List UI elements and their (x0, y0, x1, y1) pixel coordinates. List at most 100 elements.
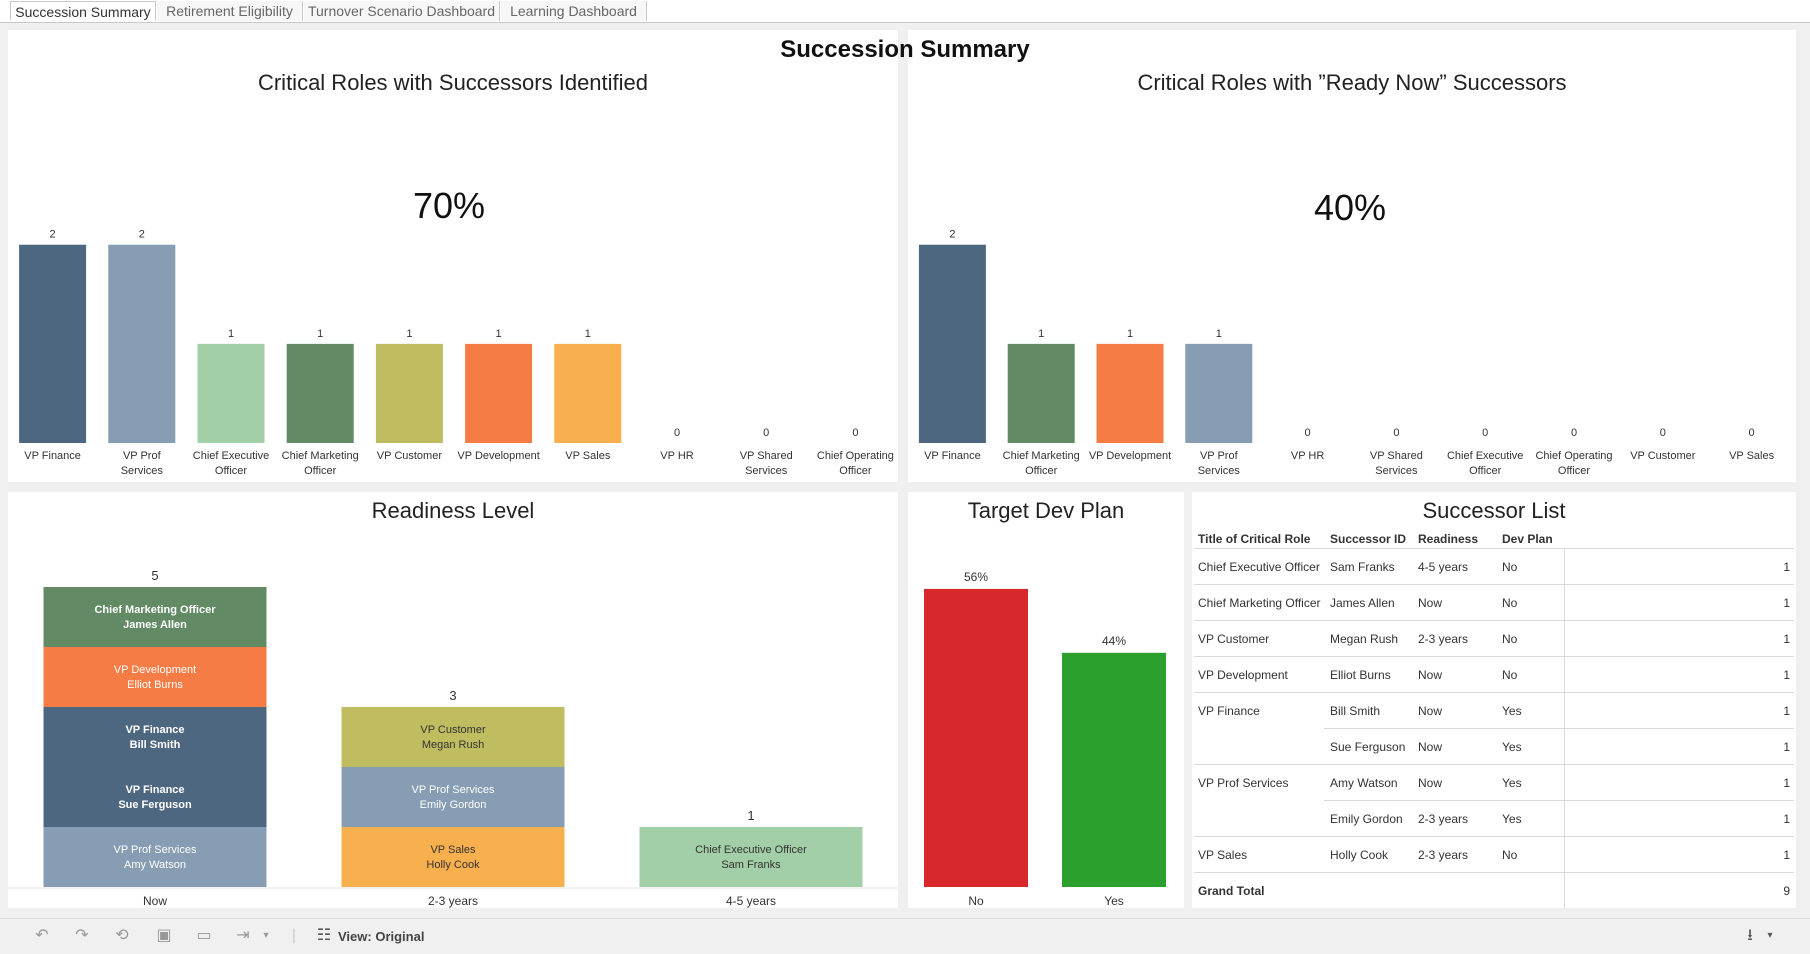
segment-role-label: Chief Marketing Officer (94, 604, 216, 616)
category-label-vp-prof-services: Services (1198, 465, 1241, 477)
category-label-chief-operating-officer: Officer (1558, 465, 1591, 477)
segment-vp-prof-services-emily-gordon[interactable] (341, 767, 565, 827)
segment-name-label: Emily Gordon (420, 799, 487, 811)
row-dev-plan: Yes (1502, 740, 1522, 754)
view-label[interactable]: View: Original (338, 929, 425, 944)
category-label-vp-shared-services: VP Shared (1370, 450, 1423, 462)
pause-updates-icon[interactable]: ▭ (196, 927, 212, 944)
redo-icon[interactable]: ↷ (75, 927, 89, 944)
undo-icon[interactable]: ↶ (35, 927, 49, 944)
row-dev-plan: No (1502, 560, 1518, 574)
category-label-vp-shared-services: VP Shared (740, 450, 793, 462)
category-label-chief-operating-officer: Officer (839, 465, 872, 477)
row-divider (1194, 836, 1794, 837)
segment-vp-development-elliot-burns[interactable] (43, 647, 267, 707)
row-divider (1324, 728, 1794, 729)
grand-total-value: 9 (1783, 884, 1790, 898)
row-role: VP Finance (1198, 704, 1260, 718)
bar-vp-finance[interactable] (19, 244, 87, 443)
view-icon: ☷ (316, 927, 332, 944)
row-successor-id[interactable]: Bill Smith (1330, 704, 1381, 718)
row-role: VP Prof Services (1198, 776, 1289, 790)
tab-learning-dashboard[interactable]: Learning Dashboard (501, 1, 647, 21)
category-label-vp-sales: VP Sales (565, 450, 611, 462)
segment-chief-executive-officer-sam-franks[interactable] (639, 827, 863, 887)
header-dev-plan[interactable]: Dev Plan (1502, 532, 1553, 546)
segment-name-label: Elliot Burns (127, 679, 183, 691)
row-successor-id[interactable]: Megan Rush (1330, 632, 1399, 646)
bar-chief-marketing-officer[interactable] (1007, 343, 1075, 443)
row-divider (1324, 800, 1794, 801)
row-role: Chief Executive Officer (1198, 560, 1320, 574)
successors-kpi: 70% (413, 185, 485, 226)
bar-vp-finance[interactable] (918, 244, 986, 443)
row-successor-id[interactable]: Emily Gordon (1330, 812, 1403, 826)
segment-role-label: Chief Executive Officer (695, 844, 807, 856)
category-label-vp-prof-services: VP Prof (123, 450, 162, 462)
value-label-vp-hr: 0 (1305, 427, 1311, 439)
bar-dev-plan-yes[interactable] (1062, 652, 1166, 887)
successor-list-title: Successor List (1422, 498, 1566, 523)
row-successor-id[interactable]: Sam Franks (1330, 560, 1395, 574)
segment-vp-finance-bill-smith[interactable] (43, 707, 267, 767)
toolbar-divider: | (291, 927, 297, 944)
stack-total-now: 5 (151, 568, 158, 583)
row-readiness: Now (1418, 740, 1443, 754)
row-successor-id[interactable]: Holly Cook (1330, 848, 1389, 862)
grand-total-label: Grand Total (1198, 884, 1265, 898)
header-role[interactable]: Title of Critical Role (1198, 532, 1311, 546)
segment-name-label: Amy Watson (124, 859, 186, 871)
segment-vp-finance-sue-ferguson[interactable] (43, 767, 267, 827)
bar-vp-sales[interactable] (554, 343, 622, 443)
row-count: 1 (1783, 812, 1790, 826)
tab-turnover-scenario-dashboard[interactable]: Turnover Scenario Dashboard (304, 1, 500, 21)
share-icon[interactable]: ⇥ (236, 927, 250, 944)
bar-vp-prof-services[interactable] (1185, 343, 1253, 443)
row-readiness: 4-5 years (1418, 560, 1469, 574)
bar-vp-development[interactable] (465, 343, 533, 443)
row-dev-plan: No (1502, 596, 1518, 610)
revert-icon[interactable]: ⟲ (115, 927, 129, 944)
download-icon[interactable]: ⭳ (1747, 927, 1753, 944)
row-successor-id[interactable]: Elliot Burns (1330, 668, 1391, 682)
bar-chief-marketing-officer[interactable] (286, 343, 354, 443)
row-successor-id[interactable]: Sue Ferguson (1330, 740, 1406, 754)
row-role: VP Sales (1198, 848, 1248, 862)
header-successor-id[interactable]: Successor ID (1330, 532, 1407, 546)
chevron-down-icon[interactable]: ▾ (263, 930, 269, 941)
download-chevron-icon[interactable]: ▾ (1767, 930, 1773, 941)
row-role: VP Development (1198, 668, 1288, 682)
segment-vp-prof-services-amy-watson[interactable] (43, 827, 267, 887)
segment-vp-customer-megan-rush[interactable] (341, 707, 565, 767)
row-count: 1 (1783, 596, 1790, 610)
bar-vp-development[interactable] (1096, 343, 1164, 443)
refresh-data-icon[interactable]: ▣ (156, 927, 172, 944)
category-label-vp-shared-services: Services (1375, 465, 1418, 477)
category-label-chief-executive-officer: Chief Executive (193, 450, 269, 462)
category-label-chief-executive-officer: Officer (1469, 465, 1502, 477)
row-role: Chief Marketing Officer (1198, 596, 1321, 610)
value-label-vp-sales: 0 (1749, 427, 1755, 439)
row-successor-id[interactable]: Amy Watson (1330, 776, 1398, 790)
bar-vp-customer[interactable] (375, 343, 443, 443)
value-label-dev-plan-no: 56% (964, 570, 988, 584)
header-readiness[interactable]: Readiness (1418, 532, 1479, 546)
category-label-chief-marketing-officer: Chief Marketing (282, 450, 359, 462)
bar-chief-executive-officer[interactable] (197, 343, 265, 443)
row-dev-plan: Yes (1502, 812, 1522, 826)
successors-bars: 2 VP Finance 2 VP Prof Services 1 Chief Execut… (19, 229, 894, 477)
segment-name-label: Megan Rush (422, 739, 484, 751)
tab-retirement-eligibility[interactable]: Retirement Eligibility (157, 1, 303, 21)
readiness-bars: Chief Marketing Officer James Allen VP Dev… (8, 568, 898, 908)
segment-chief-marketing-officer-james-allen[interactable] (43, 587, 267, 647)
category-label-vp-customer: VP Customer (1630, 450, 1696, 462)
tab-succession-summary[interactable]: Succession Summary (10, 1, 156, 21)
category-label-chief-executive-officer: Officer (215, 465, 248, 477)
segment-vp-sales-holly-cook[interactable] (341, 827, 565, 887)
category-label-dev-plan-yes: Yes (1104, 894, 1124, 908)
segment-role-label: VP Sales (430, 844, 476, 856)
row-dev-plan: Yes (1502, 704, 1522, 718)
bar-vp-prof-services[interactable] (108, 244, 176, 443)
row-successor-id[interactable]: James Allen (1330, 596, 1395, 610)
bar-dev-plan-no[interactable] (924, 588, 1028, 887)
